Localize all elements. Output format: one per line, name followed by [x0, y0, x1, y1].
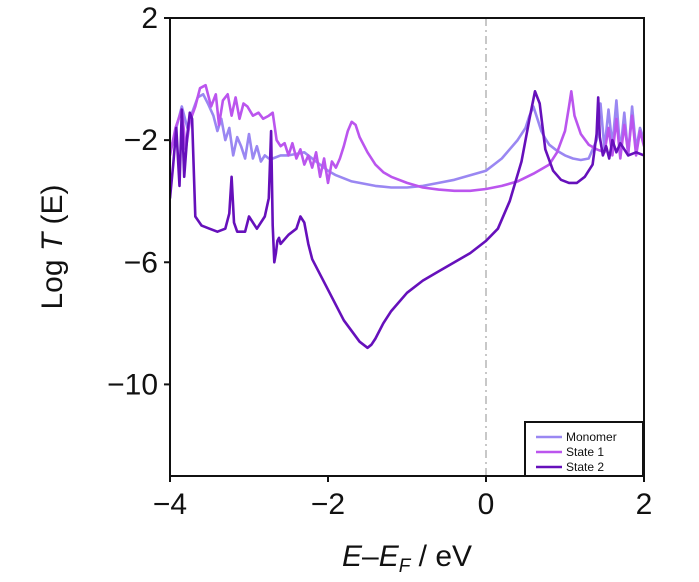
plot-area [169, 17, 645, 477]
series-line-state-2 [170, 90, 644, 350]
legend: Monomer State 1 State 2 [524, 421, 644, 477]
y-title-log: Log [36, 251, 69, 309]
y-tick-label: −2 [124, 124, 158, 157]
y-title-e: (E) [36, 184, 69, 232]
y-axis-ticks: 2 −2 −6 −10 [107, 2, 170, 401]
x-axis-ticks: −4 −2 0 2 [153, 476, 652, 521]
x-title-ef: E [379, 540, 400, 573]
series-group [170, 83, 644, 350]
x-tick-label: −4 [153, 488, 187, 521]
x-tick-label: 0 [478, 488, 495, 521]
legend-label-state-2: State 2 [566, 460, 604, 474]
series-line-state-1 [170, 83, 644, 193]
x-title-unit: / eV [410, 540, 472, 573]
plot-frame [169, 17, 645, 477]
x-axis-title: E–EF / eV [342, 540, 472, 577]
x-title-dash: – [362, 540, 379, 573]
x-tick-label: −2 [311, 488, 345, 521]
y-axis-title: Log T (E) [36, 184, 69, 309]
legend-box [524, 421, 644, 477]
y-tick-label: −6 [124, 246, 158, 279]
y-tick-label: 2 [141, 2, 158, 35]
x-title-f-subscript: F [399, 556, 412, 577]
x-tick-label: 2 [636, 488, 653, 521]
x-title-e: E [342, 540, 363, 573]
legend-label-state-1: State 1 [566, 445, 604, 459]
y-title-t: T [36, 230, 69, 251]
y-tick-label: −10 [107, 368, 158, 401]
legend-label-monomer: Monomer [566, 430, 617, 444]
